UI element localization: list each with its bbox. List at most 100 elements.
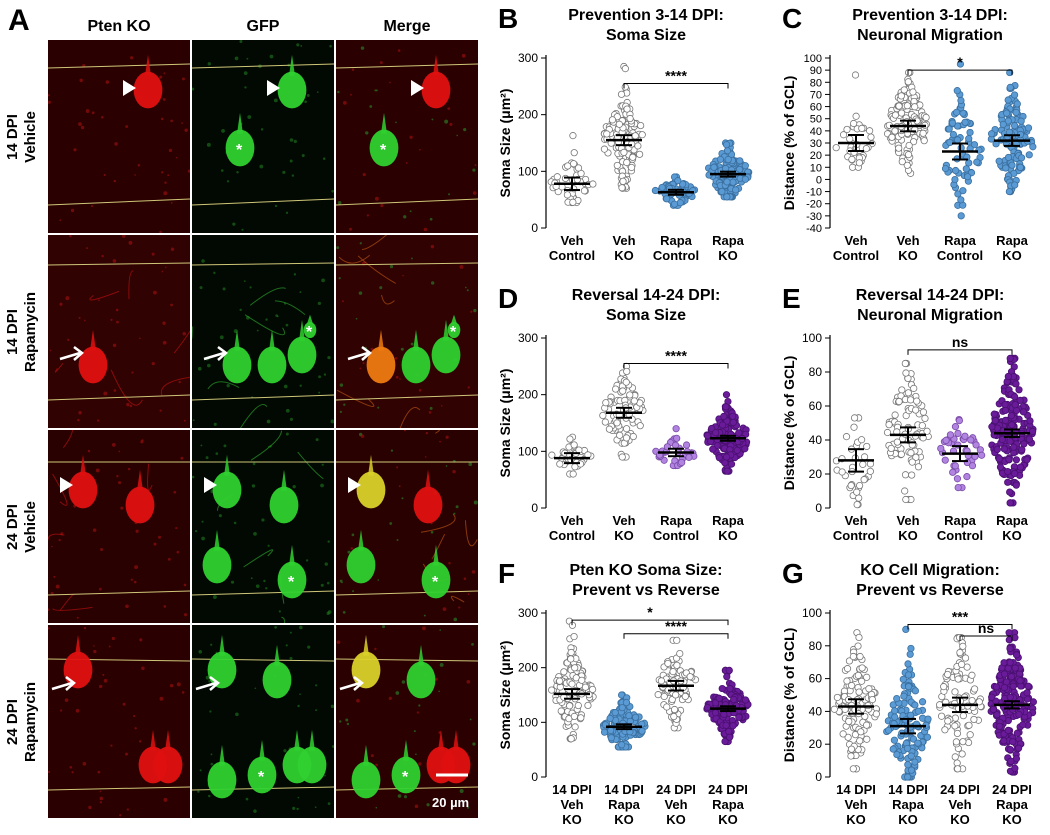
data-point (660, 692, 668, 701)
data-point (856, 652, 864, 661)
data-point (953, 729, 962, 738)
data-point (944, 670, 952, 679)
x-tick-label: Veh (664, 797, 687, 812)
x-tick-label: KO (1002, 812, 1022, 827)
data-point (636, 422, 644, 430)
significance-label: * (957, 54, 963, 70)
data-point (911, 701, 919, 709)
data-point (710, 163, 718, 171)
x-tick-label: KO (718, 248, 738, 263)
chart-title: Soma Size (606, 27, 686, 44)
data-point (601, 418, 609, 426)
data-point (1025, 435, 1034, 443)
data-point (686, 673, 694, 681)
x-tick-label: Veh (896, 513, 919, 528)
data-point (903, 161, 911, 169)
data-point (663, 195, 671, 203)
row-label-14dpi-vehicle: 14 DPI Vehicle (4, 111, 39, 163)
data-point (903, 102, 911, 110)
data-point (723, 453, 731, 461)
data-point (720, 412, 728, 420)
data-point (890, 736, 899, 744)
data-point (904, 773, 912, 781)
data-point (720, 710, 728, 718)
data-point (952, 166, 960, 175)
data-point (897, 92, 905, 100)
data-point (1012, 380, 1020, 388)
y-tick-label: 100 (804, 53, 822, 65)
data-point (563, 191, 572, 199)
data-point (1006, 499, 1014, 507)
x-tick-label: Veh (896, 233, 919, 248)
data-point (959, 738, 967, 746)
data-point (922, 113, 930, 122)
data-point (1006, 354, 1014, 363)
data-point (670, 712, 678, 721)
significance-label: **** (665, 618, 687, 634)
data-point (891, 127, 899, 135)
y-tick-label: 60 (809, 399, 823, 413)
y-tick-label: 100 (802, 606, 822, 620)
data-point (685, 453, 693, 461)
data-point (616, 431, 624, 439)
x-tick-label: 14 DPI (604, 782, 644, 797)
chart-title: Prevention 3-14 DPI: (852, 7, 1008, 24)
data-point (908, 471, 916, 479)
data-point (961, 654, 970, 662)
data-point (918, 422, 926, 430)
y-tick-label: 300 (518, 606, 538, 620)
data-point (957, 212, 965, 220)
chart-panel-g: G KO Cell Migration: Prevent vs Reverse 0 20… (770, 555, 1050, 835)
significance-bracket (907, 623, 1013, 630)
data-point (847, 745, 856, 753)
data-point (1011, 393, 1019, 401)
chart-panel-d: D Reversal 14-24 DPI: Soma Size 0 100 200 300 S… (486, 280, 766, 560)
data-point (1006, 693, 1014, 701)
data-point (937, 444, 945, 453)
data-point (891, 707, 899, 715)
x-tick-label: Control (653, 528, 699, 543)
data-point (718, 421, 727, 429)
data-point (998, 435, 1006, 444)
x-tick-label: KO (898, 528, 918, 543)
data-point (941, 726, 949, 734)
data-point (600, 145, 609, 153)
data-point (991, 417, 999, 425)
data-point (965, 135, 973, 143)
data-point (847, 481, 855, 490)
data-point (924, 715, 932, 723)
x-tick-label: KO (562, 812, 582, 827)
data-point (602, 399, 610, 407)
data-point (988, 423, 996, 431)
data-point (574, 164, 583, 172)
x-tick-label: Rapa (996, 797, 1029, 812)
data-point (968, 462, 977, 470)
x-tick-label: Rapa (712, 797, 745, 812)
data-point (904, 151, 913, 159)
data-point (970, 141, 979, 149)
data-point (703, 703, 712, 712)
micrograph-2-2: * (336, 430, 478, 623)
panel-letter-c: C (782, 3, 802, 34)
data-point (862, 144, 870, 153)
data-point (961, 118, 969, 126)
data-point (954, 429, 962, 438)
data-point (889, 745, 897, 753)
data-point (727, 460, 736, 468)
x-tick-label: KO (614, 528, 634, 543)
y-tick-label: 10 (810, 162, 822, 174)
data-point (953, 108, 961, 116)
data-point (993, 445, 1001, 453)
data-point (651, 186, 659, 195)
data-point (566, 702, 574, 710)
data-point (723, 467, 731, 475)
x-tick-label: KO (846, 812, 866, 827)
data-point (673, 434, 681, 442)
x-tick-label: KO (718, 528, 738, 543)
data-point (961, 432, 969, 440)
data-point (941, 456, 949, 464)
data-point (885, 726, 893, 734)
panel-letter-e: E (782, 283, 801, 314)
x-tick-label: KO (666, 812, 686, 827)
data-point (577, 714, 585, 722)
